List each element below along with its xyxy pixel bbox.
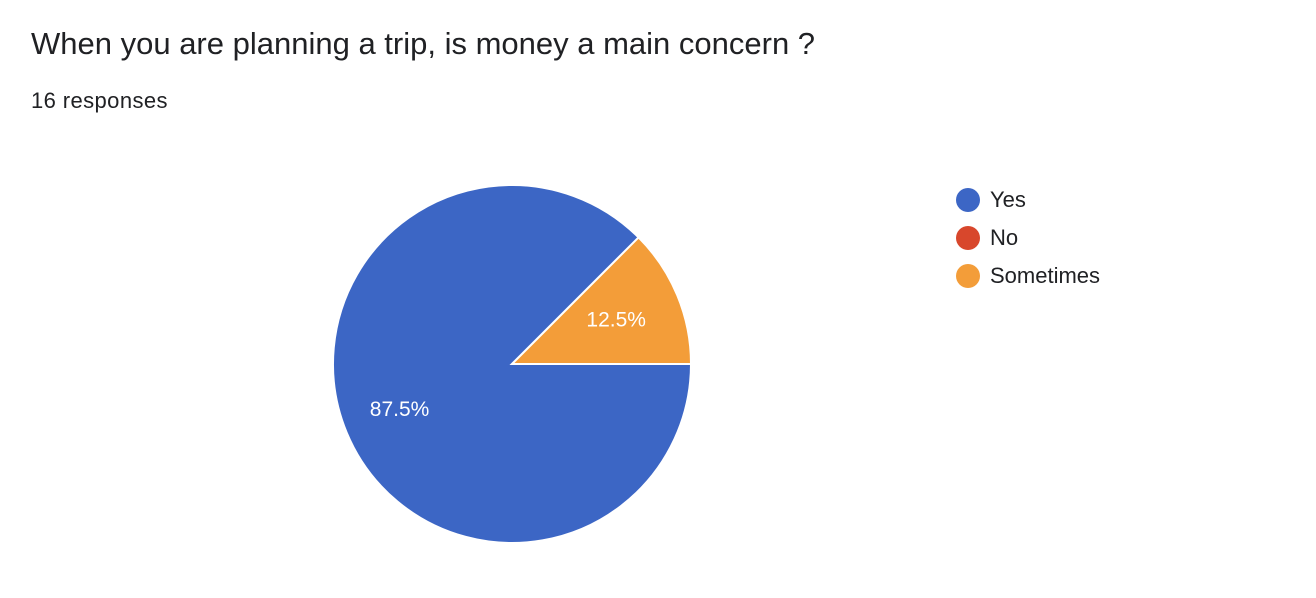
legend-item-sometimes: Sometimes bbox=[956, 257, 1100, 295]
chart-title: When you are planning a trip, is money a… bbox=[31, 26, 816, 61]
legend-label-yes: Yes bbox=[990, 187, 1026, 212]
legend-swatch-no bbox=[956, 226, 980, 250]
legend-item-yes: Yes bbox=[956, 181, 1100, 219]
legend-item-no: No bbox=[956, 219, 1100, 257]
pie-slice-sometimes bbox=[509, 236, 693, 365]
pie-slices bbox=[332, 184, 693, 544]
legend: Yes No Sometimes bbox=[956, 181, 1100, 295]
pie-labels: 87.5% 12.5% bbox=[370, 308, 646, 421]
slice-label-yes: 87.5% bbox=[370, 398, 430, 421]
legend-label-sometimes: Sometimes bbox=[990, 263, 1101, 288]
response-count: 16 responses bbox=[31, 88, 168, 113]
legend-swatch-yes bbox=[956, 188, 980, 212]
legend-label-no: No bbox=[990, 225, 1019, 250]
slice-label-sometimes: 12.5% bbox=[586, 308, 646, 331]
legend-swatch-sometimes bbox=[956, 264, 980, 288]
